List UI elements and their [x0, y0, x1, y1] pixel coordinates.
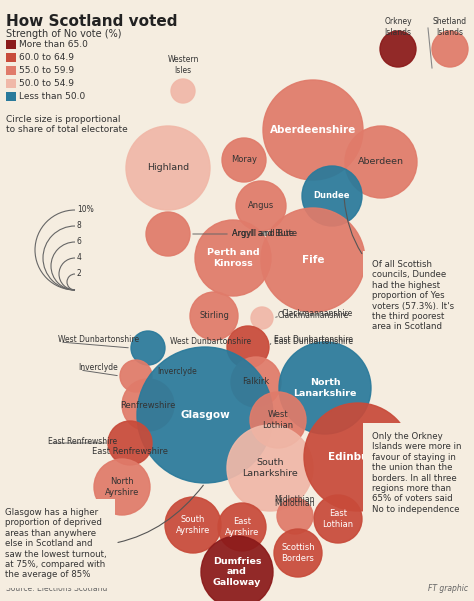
- Text: Scottish
Borders: Scottish Borders: [281, 543, 315, 563]
- Text: How Scotland voted: How Scotland voted: [6, 14, 177, 29]
- Text: West Dunbartonshire: West Dunbartonshire: [58, 335, 139, 344]
- Text: East
Lothian: East Lothian: [322, 509, 354, 529]
- Circle shape: [195, 220, 271, 296]
- Text: Perth and
Kinross: Perth and Kinross: [207, 248, 259, 267]
- FancyBboxPatch shape: [6, 92, 16, 101]
- Text: Dundee: Dundee: [314, 192, 350, 201]
- Text: Fife: Fife: [302, 255, 324, 265]
- Circle shape: [236, 181, 286, 231]
- Circle shape: [304, 403, 412, 511]
- Text: Angus: Angus: [248, 201, 274, 210]
- Text: 4: 4: [77, 254, 82, 263]
- Text: Clackmannanshire: Clackmannanshire: [278, 311, 349, 320]
- Text: Shetland
Islands: Shetland Islands: [433, 17, 467, 37]
- Text: Renfrewshire: Renfrewshire: [120, 400, 176, 409]
- Text: South
Ayrshire: South Ayrshire: [176, 515, 210, 535]
- Circle shape: [250, 392, 306, 448]
- Text: North
Ayrshire: North Ayrshire: [105, 477, 139, 496]
- Circle shape: [314, 495, 362, 543]
- FancyBboxPatch shape: [6, 79, 16, 88]
- Circle shape: [227, 425, 313, 511]
- Circle shape: [165, 497, 221, 553]
- Text: Orkney
Islands: Orkney Islands: [384, 17, 412, 37]
- Text: Midlothian: Midlothian: [275, 498, 315, 507]
- Text: Moray: Moray: [231, 156, 257, 165]
- Text: Midlothian: Midlothian: [275, 495, 315, 504]
- Text: Of all Scottish
councils, Dundee
had the highest
proportion of Yes
voters (57.3%: Of all Scottish councils, Dundee had the…: [344, 199, 454, 331]
- Text: West Dunbartonshire: West Dunbartonshire: [170, 338, 251, 347]
- FancyBboxPatch shape: [6, 40, 16, 49]
- Text: North
Lanarkshire: North Lanarkshire: [293, 378, 357, 398]
- Text: 55.0 to 59.9: 55.0 to 59.9: [19, 66, 74, 75]
- Text: East Dunbartonshire: East Dunbartonshire: [274, 335, 353, 344]
- Text: East
Ayrshire: East Ayrshire: [225, 517, 259, 537]
- Circle shape: [302, 166, 362, 226]
- Text: 50.0 to 54.9: 50.0 to 54.9: [19, 79, 74, 88]
- Text: Argyll and Bute: Argyll and Bute: [232, 230, 297, 239]
- Text: 6: 6: [77, 237, 82, 246]
- Circle shape: [274, 529, 322, 577]
- Text: Argyll and Bute: Argyll and Bute: [232, 230, 294, 239]
- Circle shape: [171, 79, 195, 103]
- Circle shape: [222, 138, 266, 182]
- Circle shape: [432, 31, 468, 67]
- Text: Aberdeenshire: Aberdeenshire: [270, 125, 356, 135]
- Circle shape: [137, 347, 273, 483]
- Text: Glasgow: Glasgow: [180, 410, 230, 420]
- Circle shape: [146, 212, 190, 256]
- FancyBboxPatch shape: [6, 66, 16, 75]
- Circle shape: [277, 498, 313, 534]
- Text: West
Lothian: West Lothian: [263, 410, 293, 430]
- Circle shape: [263, 80, 363, 180]
- Text: 60.0 to 64.9: 60.0 to 64.9: [19, 53, 74, 62]
- Text: More than 65.0: More than 65.0: [19, 40, 88, 49]
- Text: East Dunbartonshire: East Dunbartonshire: [274, 337, 353, 346]
- Text: 10%: 10%: [77, 206, 94, 215]
- Text: Stirling: Stirling: [199, 311, 229, 320]
- Circle shape: [261, 208, 365, 312]
- Circle shape: [126, 126, 210, 210]
- Text: Circle size is proportional
to share of total electorate: Circle size is proportional to share of …: [6, 115, 128, 135]
- Text: Source: Elections Scotland: Source: Elections Scotland: [6, 584, 108, 593]
- Circle shape: [380, 31, 416, 67]
- Text: East Renfrewshire: East Renfrewshire: [92, 448, 168, 457]
- Text: FT graphic: FT graphic: [428, 584, 468, 593]
- Text: Inverclyde: Inverclyde: [78, 364, 118, 373]
- Text: 8: 8: [77, 222, 82, 231]
- Circle shape: [190, 292, 238, 340]
- Text: South
Lanarkshire: South Lanarkshire: [242, 459, 298, 478]
- Text: Inverclyde: Inverclyde: [157, 367, 197, 376]
- Text: Dumfries
and
Galloway: Dumfries and Galloway: [213, 557, 261, 587]
- Text: Less than 50.0: Less than 50.0: [19, 92, 85, 101]
- Text: Falkirk: Falkirk: [242, 377, 270, 386]
- Circle shape: [120, 360, 152, 392]
- Text: Edinburgh: Edinburgh: [328, 452, 388, 462]
- Text: Western
Isles: Western Isles: [167, 55, 199, 75]
- Circle shape: [227, 326, 269, 368]
- Text: Strength of No vote (%): Strength of No vote (%): [6, 29, 121, 39]
- Text: Highland: Highland: [147, 163, 189, 172]
- Text: Aberdeen: Aberdeen: [358, 157, 404, 166]
- FancyBboxPatch shape: [6, 53, 16, 62]
- Circle shape: [122, 379, 174, 431]
- Circle shape: [201, 536, 273, 601]
- Circle shape: [251, 307, 273, 329]
- Text: Only the Orkney
Islands were more in
favour of staying in
the union than the
bor: Only the Orkney Islands were more in fav…: [372, 432, 462, 514]
- Circle shape: [94, 459, 150, 515]
- Circle shape: [279, 342, 371, 434]
- Text: East Renfrewshire: East Renfrewshire: [48, 436, 117, 445]
- Text: Glasgow has a higher
proportion of deprived
areas than anywhere
else in Scotland: Glasgow has a higher proportion of depri…: [5, 485, 203, 579]
- Circle shape: [345, 126, 417, 198]
- Circle shape: [218, 503, 266, 551]
- Circle shape: [108, 421, 152, 465]
- Text: 2: 2: [77, 269, 82, 278]
- Circle shape: [231, 357, 281, 407]
- Circle shape: [131, 331, 165, 365]
- Text: Clackmannanshire: Clackmannanshire: [282, 310, 353, 319]
